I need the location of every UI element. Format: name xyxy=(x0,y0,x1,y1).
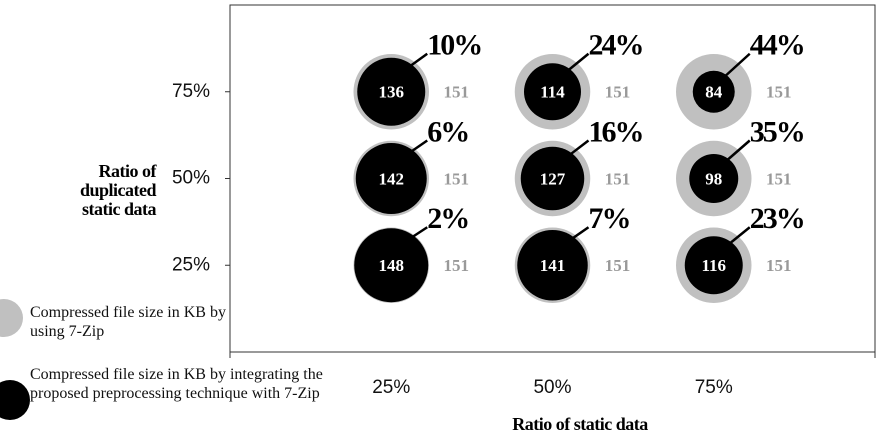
legend-label: Compressed file size in KB by integratin… xyxy=(30,366,323,402)
bubble xyxy=(517,230,588,301)
size-label: 114 xyxy=(540,83,565,102)
x-tick-label: 25% xyxy=(372,377,410,398)
size-label: 151 xyxy=(444,83,470,102)
bubble xyxy=(520,146,585,211)
reduction-label: 44% xyxy=(750,29,804,62)
y-axis-label: Ratio of duplicated static data xyxy=(79,161,157,219)
bubble xyxy=(355,143,427,214)
leader-line xyxy=(569,139,590,156)
reduction-label: 24% xyxy=(589,29,643,62)
bubble xyxy=(689,154,739,203)
size-label: 136 xyxy=(379,83,405,102)
y-tick-label: 50% xyxy=(172,168,210,189)
reduction-label: 2% xyxy=(427,202,468,235)
size-label: 148 xyxy=(379,256,405,275)
x-tick-label: 50% xyxy=(533,377,571,398)
reduction-label: 23% xyxy=(750,202,804,235)
leader-line xyxy=(728,226,751,245)
leader-line xyxy=(724,52,751,77)
leader-line xyxy=(726,139,751,162)
bubble xyxy=(354,228,429,303)
size-label: 151 xyxy=(605,169,631,188)
leader-line xyxy=(410,226,428,239)
bubble xyxy=(357,57,426,126)
bubble xyxy=(524,63,581,121)
reduction-label: 7% xyxy=(589,202,630,235)
size-label: 141 xyxy=(540,256,566,275)
leader-line xyxy=(410,139,428,153)
reduction-label: 16% xyxy=(589,115,643,148)
size-label: 151 xyxy=(766,83,792,102)
reduction-label: 10% xyxy=(427,29,481,62)
size-label: 127 xyxy=(540,169,566,188)
size-label: 116 xyxy=(701,256,726,275)
y-tick-label: 75% xyxy=(172,81,210,102)
size-label: 151 xyxy=(766,256,792,275)
x-tick-label: 75% xyxy=(695,377,733,398)
size-label: 151 xyxy=(605,256,631,275)
legend-marker xyxy=(0,380,30,420)
size-label: 151 xyxy=(766,169,792,188)
size-label: 142 xyxy=(379,169,405,188)
size-label: 84 xyxy=(705,83,723,102)
size-label: 151 xyxy=(444,256,470,275)
bubble xyxy=(684,236,743,295)
x-axis-label: Ratio of static data xyxy=(512,414,648,434)
y-tick-label: 25% xyxy=(172,254,210,275)
size-label: 151 xyxy=(444,169,470,188)
leader-line xyxy=(409,52,428,68)
leader-line xyxy=(571,226,590,240)
reduction-label: 35% xyxy=(750,115,804,148)
size-label: 151 xyxy=(605,83,631,102)
leader-line xyxy=(567,52,590,72)
legend-label: Compressed file size in KB by using 7-Zi… xyxy=(30,304,226,340)
size-label: 98 xyxy=(705,169,722,188)
reduction-label: 6% xyxy=(427,115,468,148)
legend-marker xyxy=(0,299,23,337)
bubble xyxy=(692,70,735,113)
